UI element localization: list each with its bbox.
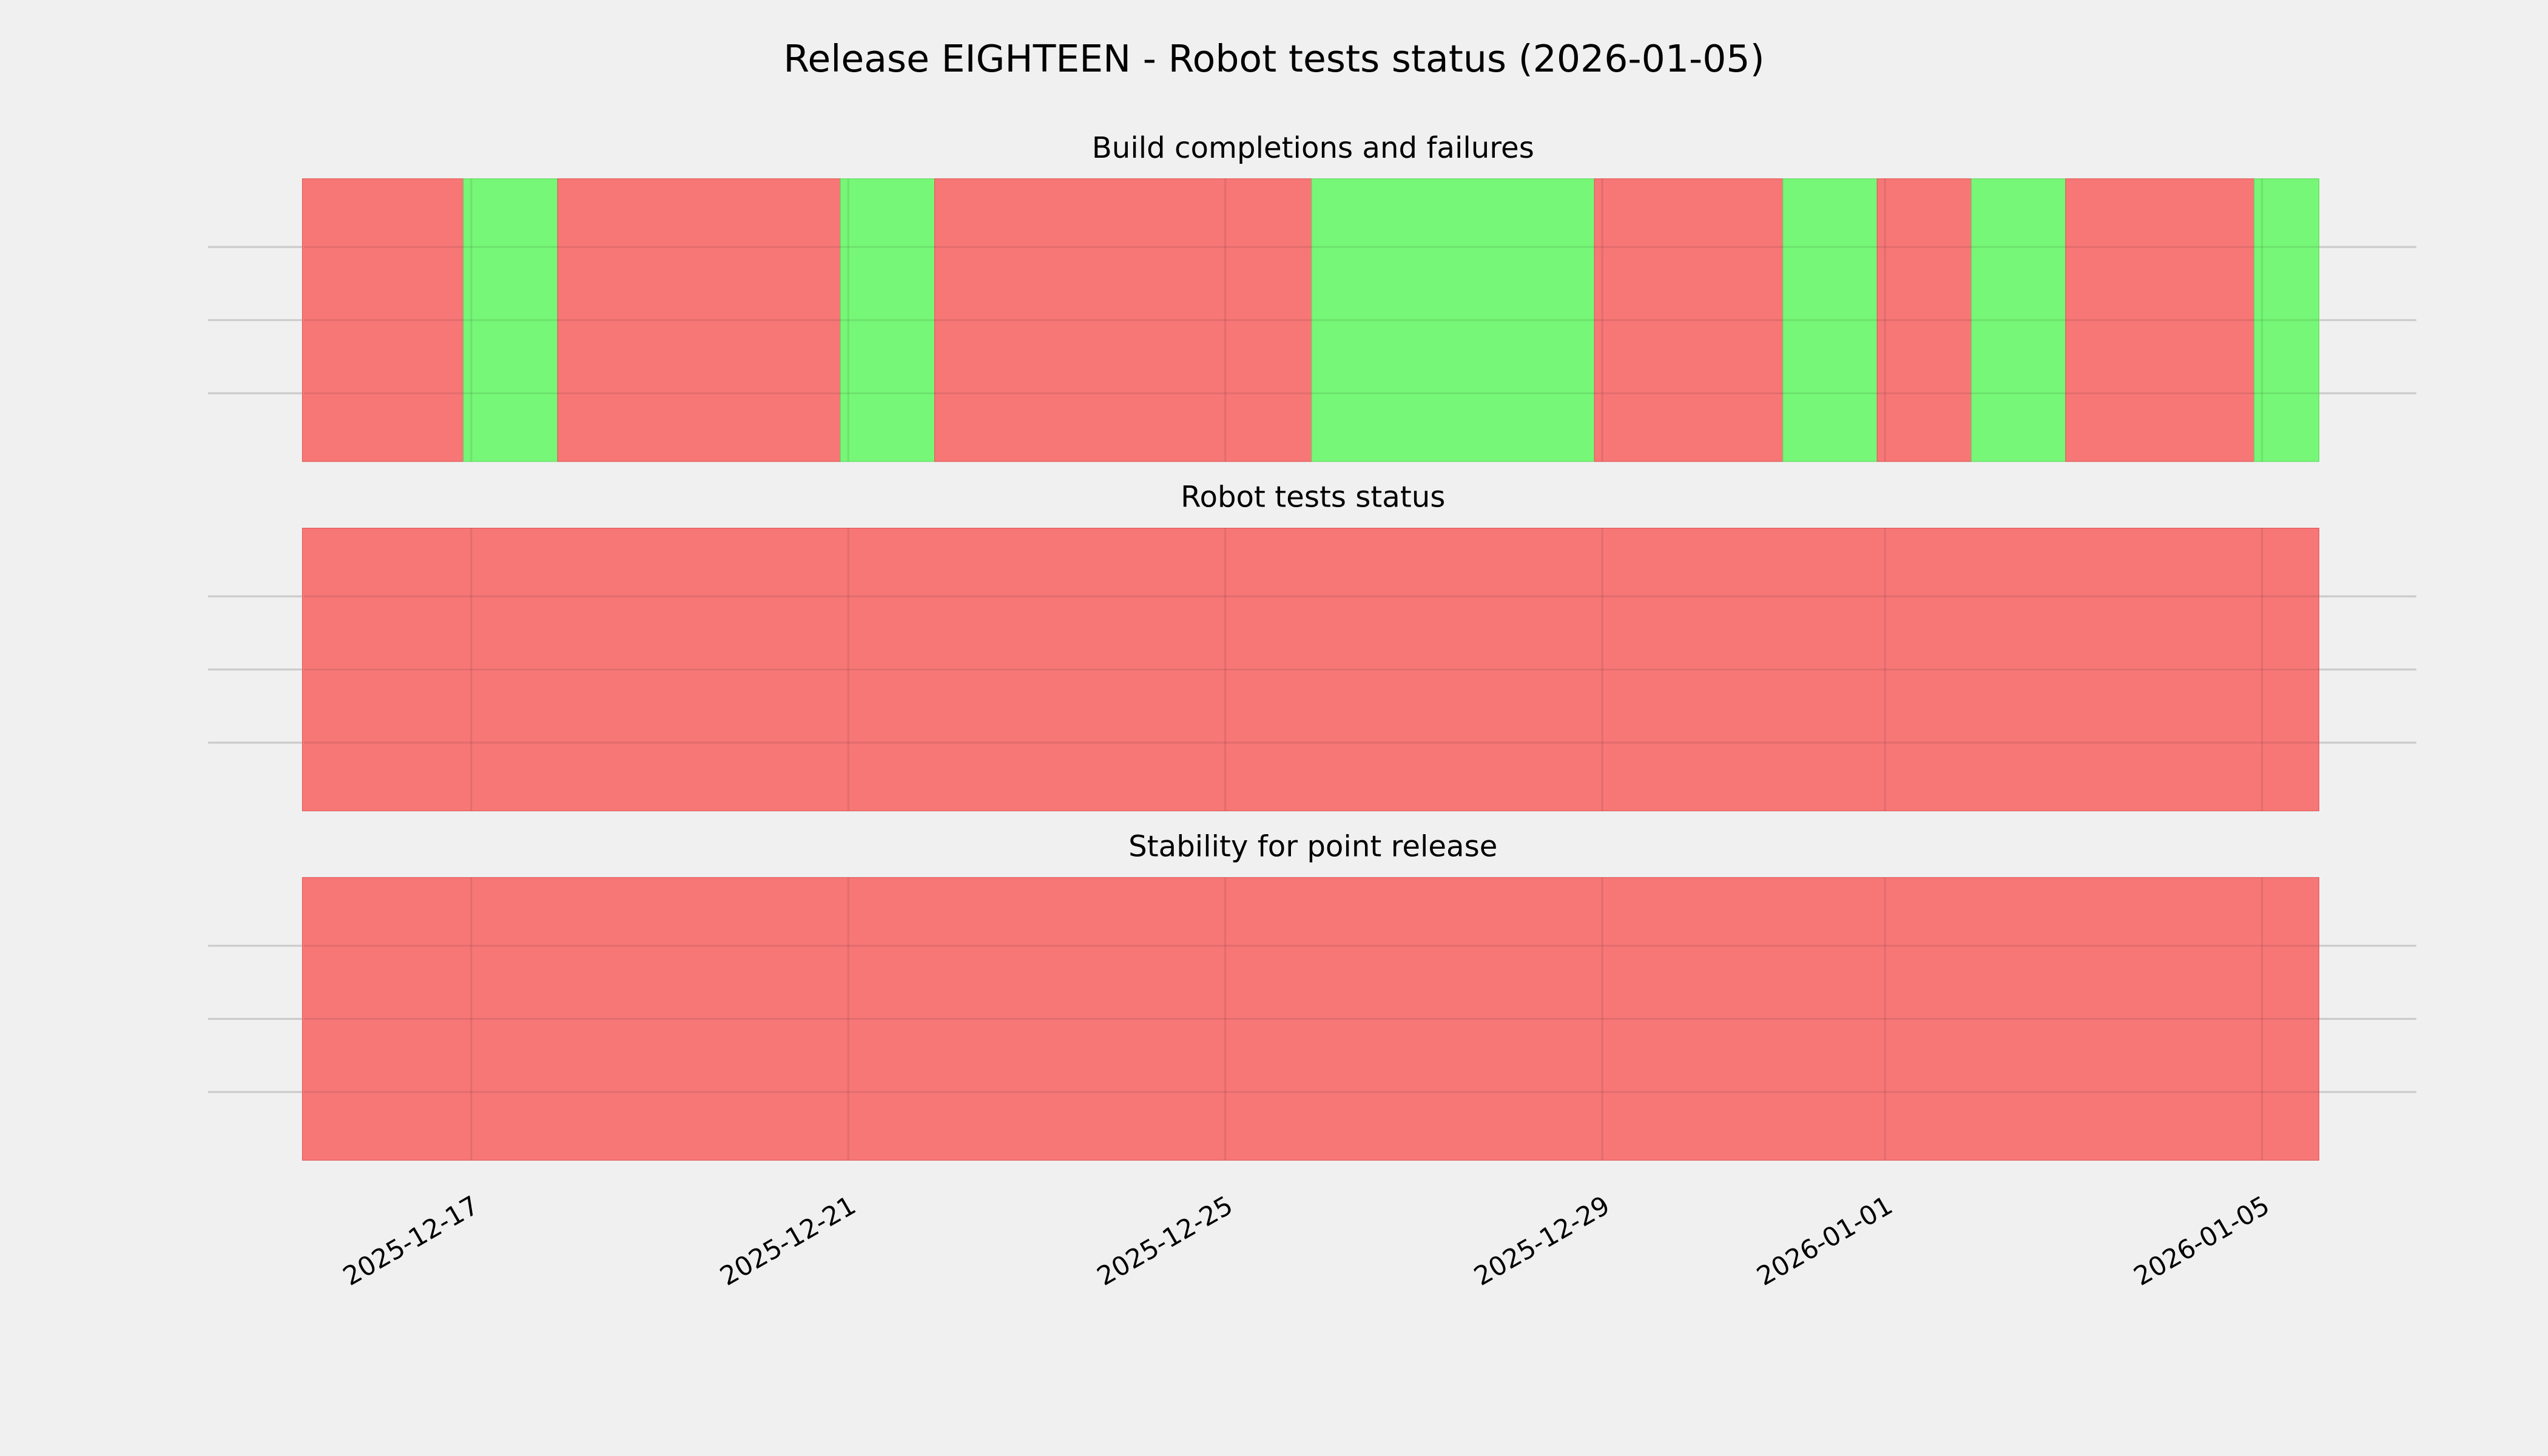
status-segment-fail [1876,178,1972,462]
panel-2: Robot tests status [207,480,2417,812]
status-segment-fail [302,527,2319,812]
status-segment-pass [840,178,935,462]
status-segment-fail [934,178,1312,462]
status-segment-fail [2065,178,2255,462]
panel-title: Robot tests status [1181,480,1445,514]
status-segment-pass [1971,178,2066,462]
status-segment-pass [2254,178,2319,462]
figure-title: Release EIGHTEEN - Robot tests status (2… [783,37,1764,81]
status-segment-fail [302,178,464,462]
status-segment-pass [1782,178,1878,462]
panel-title: Build completions and failures [1092,131,1534,165]
panel-3: Stability for point release [207,830,2417,1161]
status-segment-fail [1594,178,1784,462]
panel-title: Stability for point release [1128,830,1497,864]
status-segment-pass [1311,178,1595,462]
status-segment-fail [302,877,2319,1161]
panel-1: Build completions and failures [207,131,2417,462]
status-segment-fail [557,178,841,462]
